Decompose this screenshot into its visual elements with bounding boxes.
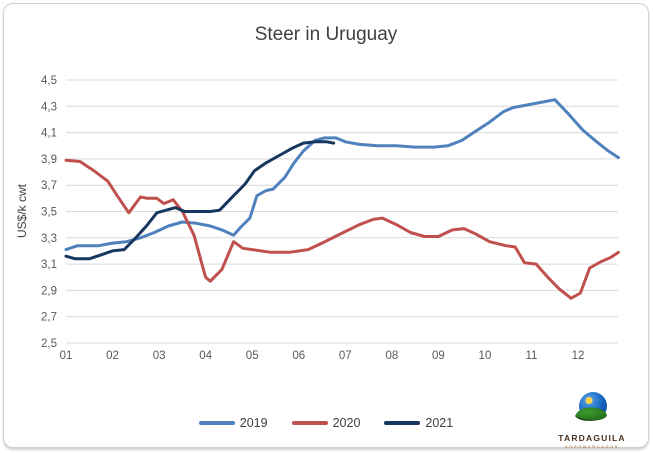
legend-item-2021: 2021 <box>384 416 453 430</box>
chart-frame: Steer in Uruguay 4,5 4,3 4,1 3,9 3,7 3,5 3,3 3,… <box>3 3 649 449</box>
logo-subtext: AGROMERCADOS <box>564 444 620 449</box>
x-tick-label: 01 <box>60 350 73 362</box>
y-tick-label: 3,7 <box>41 180 57 192</box>
y-tick-label: 4,3 <box>41 101 57 113</box>
y-tick-label: 3,9 <box>41 154 57 166</box>
x-tick-label: 02 <box>106 350 119 362</box>
y-tick-label: 3,1 <box>41 259 57 271</box>
legend-label: 2021 <box>425 416 454 430</box>
y-tick-label: 3,5 <box>41 207 57 219</box>
legend-label: 2019 <box>239 416 268 430</box>
x-tick-label: 03 <box>153 350 166 362</box>
globe-icon <box>575 392 607 421</box>
legend-swatch-2021 <box>384 421 421 425</box>
legend-label: 2020 <box>332 416 361 430</box>
x-tick-label: 07 <box>339 350 352 362</box>
series-line-2021 <box>64 140 336 261</box>
x-tick-label: 09 <box>432 350 445 362</box>
y-axis-title: US$/k cwt <box>15 184 29 239</box>
x-tick-label: 05 <box>246 350 259 362</box>
y-tick-label: 2,7 <box>41 312 57 324</box>
x-tick-label: 11 <box>526 350 538 362</box>
series-line-2019 <box>64 98 620 252</box>
logo-text: TARDAGUILA <box>558 433 626 443</box>
x-tick-label: 12 <box>572 350 585 362</box>
x-tick-label: 10 <box>479 350 492 362</box>
legend-item-2019: 2019 <box>198 416 268 430</box>
y-tick-label: 2,5 <box>41 338 57 350</box>
legend-item-2020: 2020 <box>291 416 361 430</box>
x-tick-label: 04 <box>199 350 212 362</box>
x-tick-label: 06 <box>292 350 305 362</box>
x-tick-label: 08 <box>385 350 398 362</box>
line-chart-plot-area: 4,5 4,3 4,1 3,9 3,7 3,5 3,3 3,1 2,9 2,7 2,501 02 03 0… <box>41 75 620 362</box>
legend-swatch-2020 <box>291 421 328 425</box>
chart-title: Steer in Uruguay <box>254 24 398 45</box>
y-tick-label: 2,9 <box>41 285 57 297</box>
tardaguila-logo: TARDAGUILA AGROMERCADOS <box>556 390 628 449</box>
y-tick-label: 4,1 <box>41 128 57 140</box>
legend-swatch-2019 <box>198 421 235 425</box>
y-tick-label: 4,5 <box>41 75 57 87</box>
chart-legend: 2019 2020 2021 <box>4 416 648 430</box>
y-tick-label: 3,3 <box>41 233 57 245</box>
series-line-2020 <box>64 158 620 300</box>
